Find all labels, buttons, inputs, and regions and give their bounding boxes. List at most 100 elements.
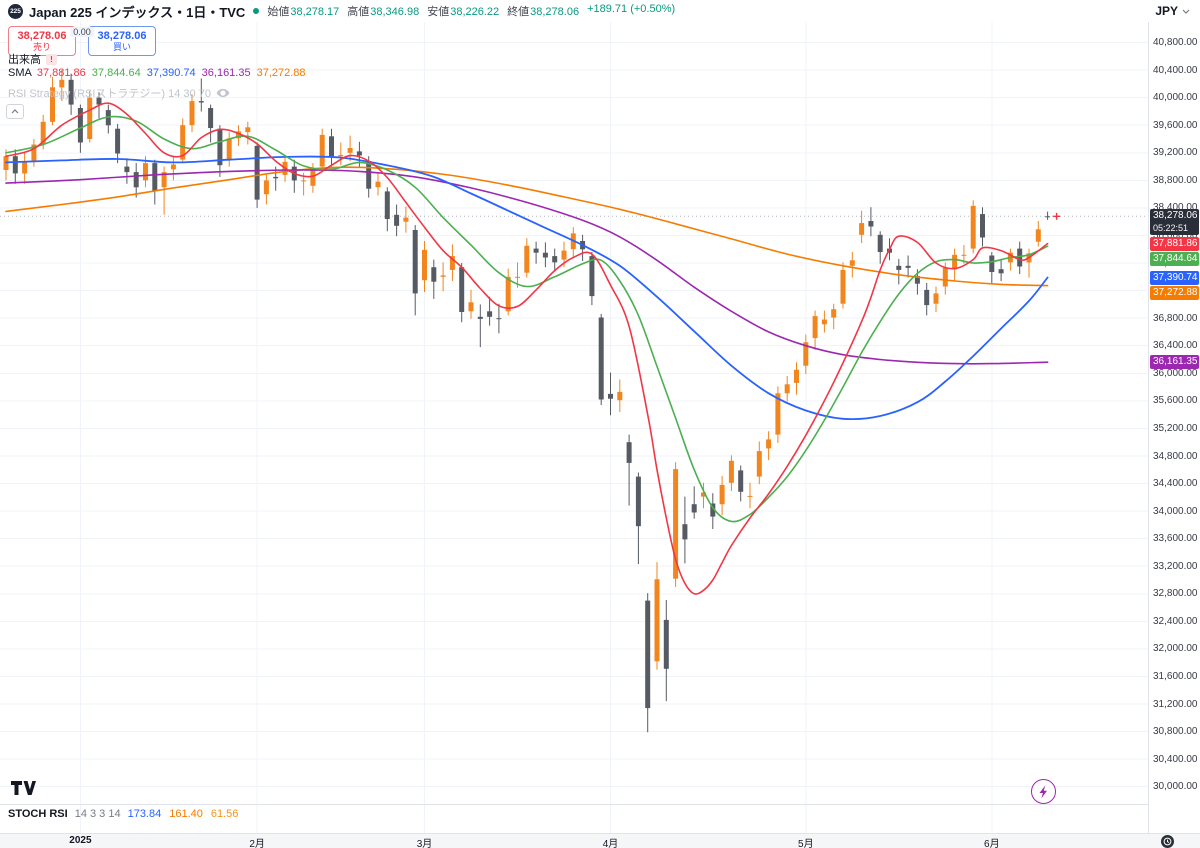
rsi-strategy-label[interactable]: RSI Strategy (RSIストラテジー) 14 30 70 <box>8 88 211 100</box>
candle <box>329 128 334 167</box>
price-tick-label: 32,000.00 <box>1153 643 1198 655</box>
price-tick-label: 38,000.00 <box>1153 230 1198 241</box>
candle <box>756 441 762 485</box>
price-tick-label: 38,800.00 <box>1153 174 1198 186</box>
time-axis[interactable]: 2025 2月 3月 4月 5月 6月 <box>0 833 1200 848</box>
price-axis[interactable]: 41,200.0040,800.0040,400.0040,000.0039,6… <box>1148 0 1200 833</box>
sma-value: 37,390.74 <box>146 67 196 79</box>
candle <box>877 231 883 264</box>
candle <box>747 482 753 509</box>
instant-trading-button[interactable] <box>1031 779 1056 804</box>
time-axis-label: 2月 <box>249 839 265 848</box>
candle <box>1045 211 1051 220</box>
candle <box>552 248 558 272</box>
candle <box>682 496 688 564</box>
stoch-rsi-legend[interactable]: STOCH RSI 14 3 3 14 173.84 161.40 61.56 <box>8 808 246 820</box>
high-value: 38,346.98 <box>370 6 420 18</box>
price-tick-label: 39,200.00 <box>1153 147 1198 159</box>
price-tick-label: 30,800.00 <box>1153 726 1198 738</box>
rsi-strategy-legend[interactable]: RSI Strategy (RSIストラテジー) 14 30 70 <box>8 85 230 101</box>
open-label: 始値 <box>267 6 290 18</box>
volume-warning-badge[interactable]: ! <box>46 53 57 65</box>
sma-purple-price-tag: 36,161.35 <box>1150 355 1199 370</box>
candle <box>236 125 241 146</box>
candle <box>291 159 297 193</box>
candle <box>654 562 660 670</box>
candle <box>50 77 55 126</box>
candle <box>598 314 604 405</box>
sma-orange-line <box>5 166 1049 287</box>
candle <box>217 125 223 177</box>
buy-label: 買い <box>112 42 131 53</box>
price-tick-label: 36,400.00 <box>1153 340 1198 352</box>
buy-button[interactable]: 38,278.06 買い <box>88 26 156 56</box>
candle <box>68 73 74 115</box>
candle <box>775 386 781 443</box>
candle <box>422 241 427 292</box>
eye-icon[interactable] <box>216 88 230 98</box>
sma-green-line <box>5 115 1049 523</box>
candle <box>170 156 176 181</box>
candle <box>459 263 465 323</box>
price-tick-label: 36,800.00 <box>1153 312 1198 324</box>
chart-canvas[interactable] <box>0 0 1148 833</box>
price-tick-label: 40,400.00 <box>1153 64 1198 76</box>
price-tick-label: 40,800.00 <box>1153 37 1198 49</box>
spread-value: 0.00 <box>70 27 94 37</box>
price-tick-label: 32,800.00 <box>1153 588 1198 600</box>
close-label: 終値 <box>507 6 530 18</box>
candle <box>728 455 734 492</box>
time-axis-label: 5月 <box>798 839 814 848</box>
pane-divider[interactable] <box>0 804 1200 805</box>
sma-label[interactable]: SMA <box>8 67 32 79</box>
candle <box>542 242 548 268</box>
candle <box>645 593 651 733</box>
candle <box>821 310 827 333</box>
candle <box>22 152 28 184</box>
candle <box>87 90 93 143</box>
clock-button[interactable] <box>1161 835 1174 848</box>
sell-price: 38,278.06 <box>17 29 67 42</box>
candle <box>859 210 865 244</box>
candle <box>812 310 818 350</box>
stoch-rsi-label[interactable]: STOCH RSI <box>8 808 68 820</box>
candle <box>794 362 799 395</box>
sma-orange-price-tag: 37,272.88 <box>1150 285 1199 300</box>
candle <box>40 114 46 150</box>
candle <box>431 259 437 299</box>
time-axis-label: 6月 <box>984 839 1000 848</box>
candle <box>59 70 65 102</box>
candle <box>989 252 995 285</box>
candle <box>356 141 362 168</box>
currency-selector[interactable]: JPY <box>1155 4 1178 18</box>
candle <box>152 159 158 205</box>
collapse-pane-button[interactable] <box>6 104 24 119</box>
chevron-up-icon <box>11 109 19 114</box>
candle <box>189 94 195 133</box>
price-line-plus-icon[interactable] <box>1053 212 1061 220</box>
candle <box>933 286 939 312</box>
sma-legend[interactable]: SMA 37,881.86 37,844.64 37,390.74 36,161.35… <box>8 67 312 79</box>
candle <box>738 465 744 502</box>
sma-red-line <box>5 102 1049 595</box>
price-tick-label: 35,600.00 <box>1153 395 1198 407</box>
candle <box>710 493 716 529</box>
candle <box>412 225 418 316</box>
close-value: 38,278.06 <box>530 6 580 18</box>
volume-legend[interactable]: 出来高 ! <box>8 51 57 67</box>
volume-label[interactable]: 出来高 <box>8 54 41 66</box>
buy-price: 38,278.06 <box>97 29 147 42</box>
candle <box>803 334 809 374</box>
symbol-title[interactable]: Japan 225 インデックス・1日・TVC <box>29 4 246 20</box>
time-axis-label: 3月 <box>416 839 433 848</box>
sell-button[interactable]: 38,278.06 売り <box>8 26 76 56</box>
chevron-down-icon[interactable] <box>1182 9 1190 14</box>
candle <box>868 207 874 237</box>
candle <box>617 379 623 412</box>
sma-blue-price-tag: 37,390.74 <box>1150 270 1199 285</box>
sell-label: 売り <box>32 42 51 53</box>
candle <box>347 135 353 162</box>
tradingview-logo[interactable] <box>10 780 36 799</box>
price-tick-label: 34,800.00 <box>1153 450 1198 462</box>
price-tick-label: 31,600.00 <box>1153 670 1198 682</box>
